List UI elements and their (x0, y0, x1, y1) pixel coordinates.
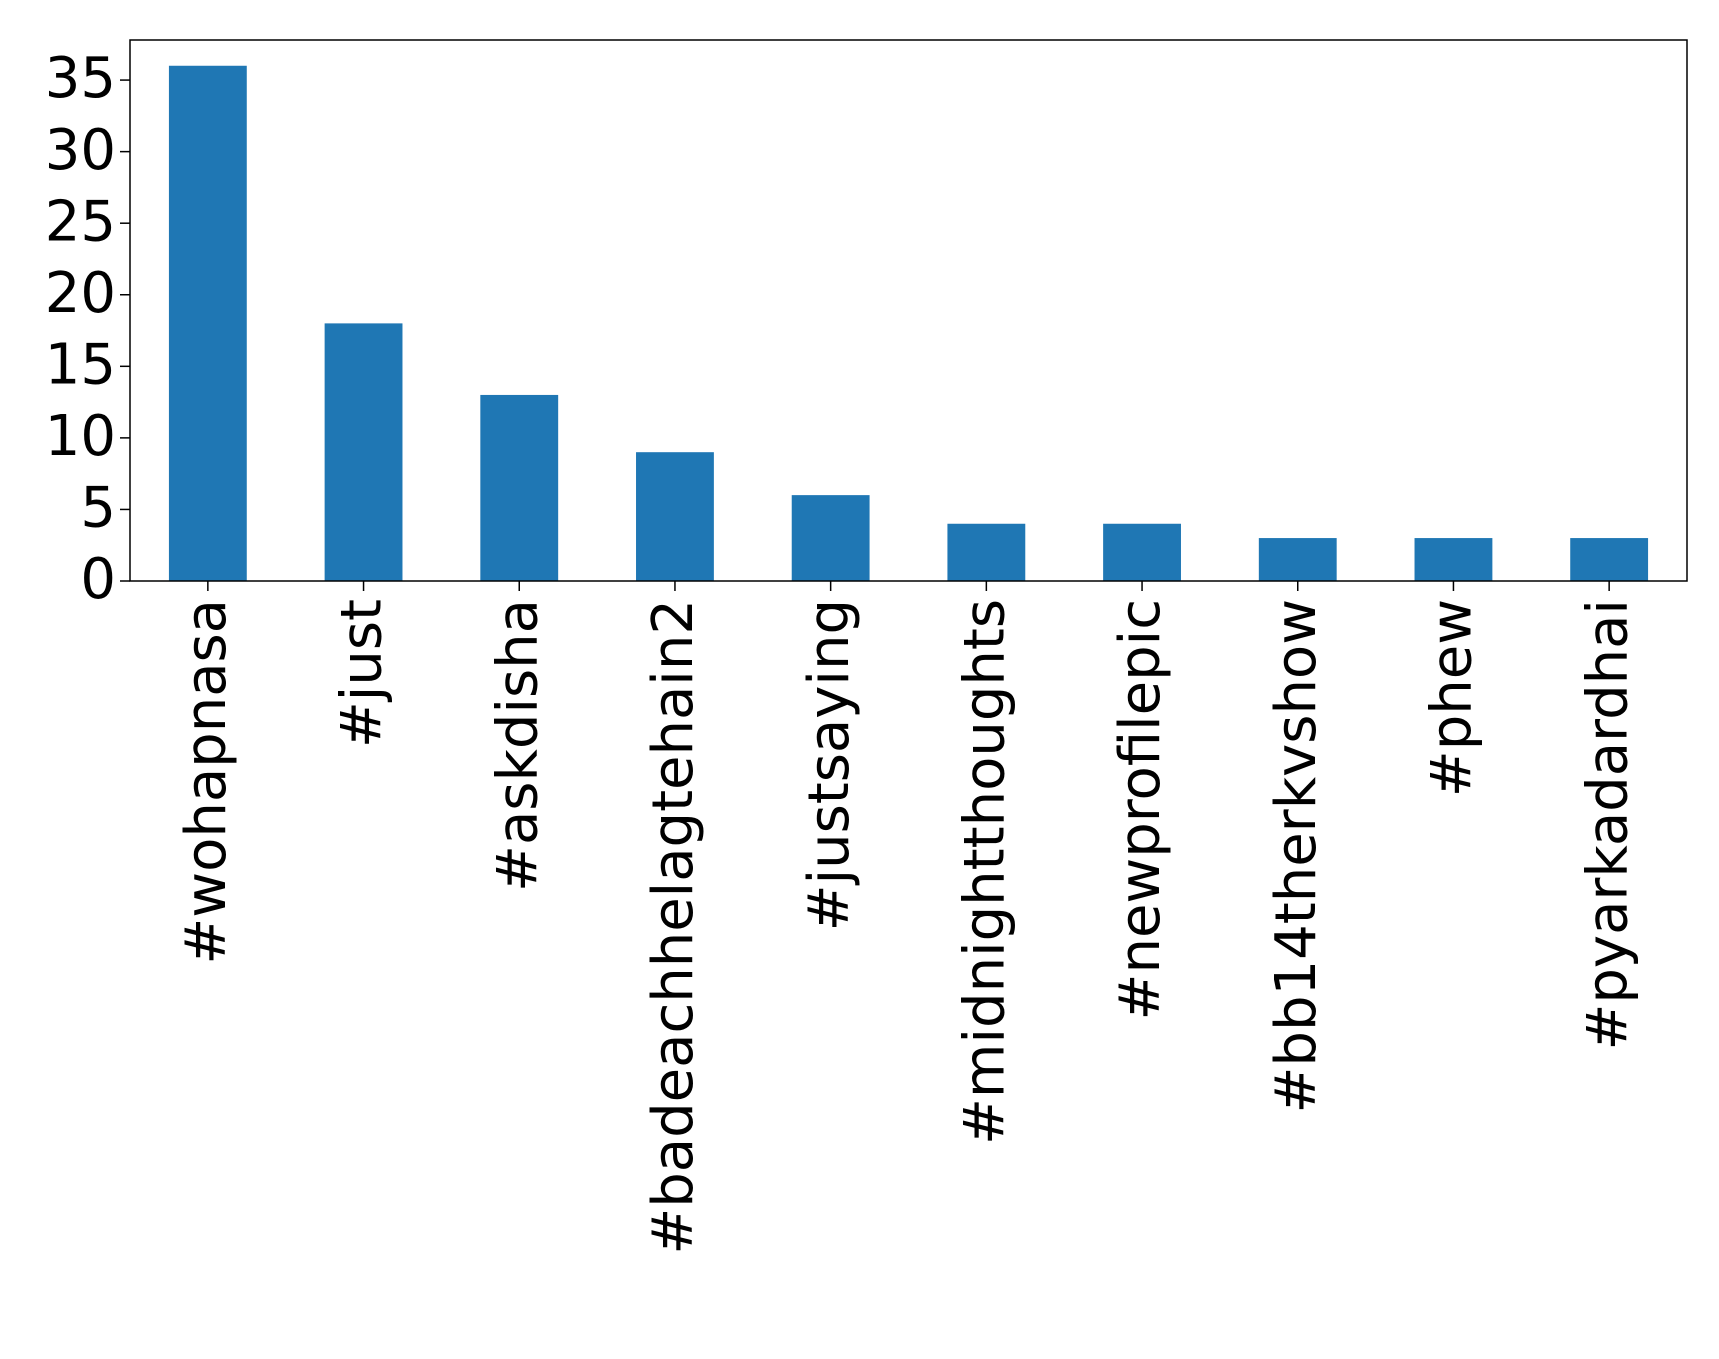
bar (1258, 538, 1337, 581)
x-tick-label: #phew (1420, 599, 1485, 797)
bar (636, 452, 714, 581)
x-tick-label: #newprofilepic (1108, 599, 1173, 1020)
x-tick-label: #midnightthoughts (952, 599, 1017, 1145)
x-tick-label: #bb14therkvshow (1264, 599, 1329, 1114)
x-tick-label: #justsaying (797, 599, 862, 931)
y-tick-label: 0 (80, 547, 116, 612)
y-tick-label: 35 (45, 46, 116, 111)
y-tick-label: 5 (80, 476, 116, 541)
x-tick-label: #wohapnasa (174, 599, 239, 965)
bar (1414, 538, 1493, 581)
y-tick-label: 10 (45, 404, 116, 469)
plot-frame (129, 39, 1688, 582)
bar (791, 495, 870, 581)
x-tick-label: #just (330, 599, 395, 748)
x-tick-label: #askdisha (485, 599, 550, 892)
x-tick-label: #badeachhelagtehain2 (641, 599, 706, 1255)
y-tick-label: 30 (45, 118, 116, 183)
y-tick-label: 20 (45, 261, 116, 326)
bar (480, 394, 559, 581)
bar (168, 65, 247, 581)
bar (947, 523, 1026, 581)
bar (1103, 523, 1181, 581)
y-tick-label: 15 (45, 332, 116, 397)
y-tick-label: 25 (45, 189, 116, 254)
bar (1570, 538, 1649, 581)
x-tick-label: #pyarkadardhai (1575, 599, 1640, 1051)
bar (324, 323, 403, 581)
